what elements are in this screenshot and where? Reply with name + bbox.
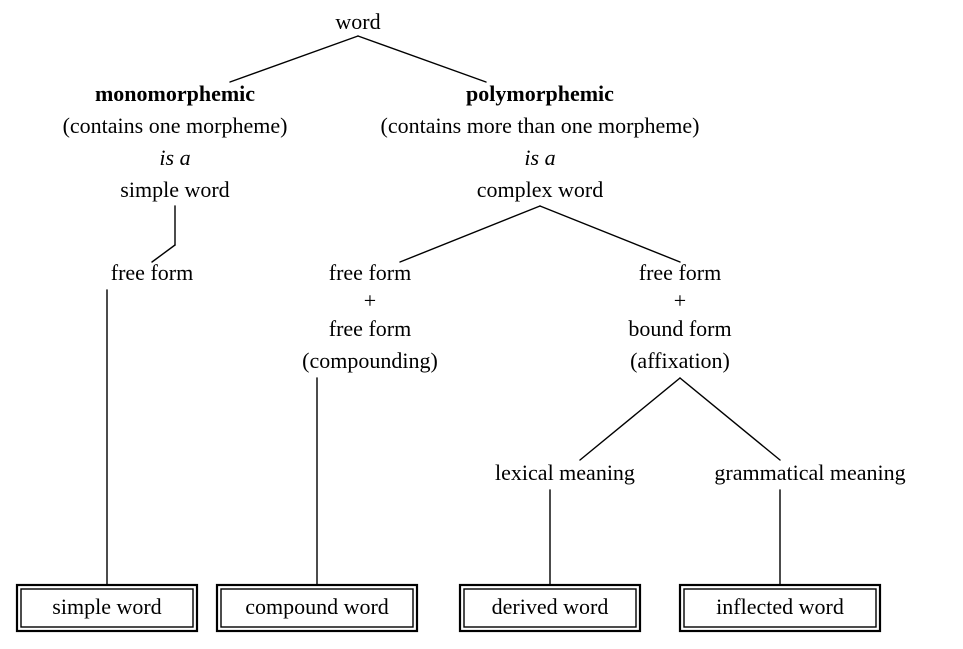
node-mono_free: free form [111,260,193,285]
node-root: word [335,9,380,34]
box_simple-label: simple word [52,594,161,619]
tree-edge [580,378,680,460]
node-comp_l1: free form [329,260,411,285]
node-comp_l4: (compounding) [302,348,438,373]
tree-edge [540,206,680,262]
nodes: word monomorphemic (contains one morpheme)… [63,9,906,485]
node-comp_l2: + [364,288,376,313]
tree-edge [230,36,358,82]
tree-edge [358,36,486,82]
node-affix_l4: (affixation) [630,348,730,373]
node-comp_l3: free form [329,316,411,341]
node-poly_isa: is a [524,145,555,170]
node-lex: lexical meaning [495,460,635,485]
tree-edge [400,206,540,262]
node-poly_sub: (contains more than one morpheme) [381,113,700,138]
box_inflected-label: inflected word [716,594,844,619]
leaf-boxes: simple word compound word derived word infl… [17,585,880,631]
box_compound-label: compound word [245,594,389,619]
node-mono_head: monomorphemic [95,81,255,106]
tree-edge [680,378,780,460]
node-affix_l1: free form [639,260,721,285]
node-mono_kind: simple word [120,177,229,202]
node-poly_head: polymorphemic [466,81,614,106]
node-mono_isa: is a [159,145,190,170]
node-poly_kind: complex word [477,177,603,202]
node-gram: grammatical meaning [714,460,905,485]
node-mono_sub: (contains one morpheme) [63,113,288,138]
node-affix_l2: + [674,288,686,313]
node-affix_l3: bound form [628,316,731,341]
word-classification-tree: word monomorphemic (contains one morpheme)… [0,0,963,649]
box_derived-label: derived word [492,594,609,619]
